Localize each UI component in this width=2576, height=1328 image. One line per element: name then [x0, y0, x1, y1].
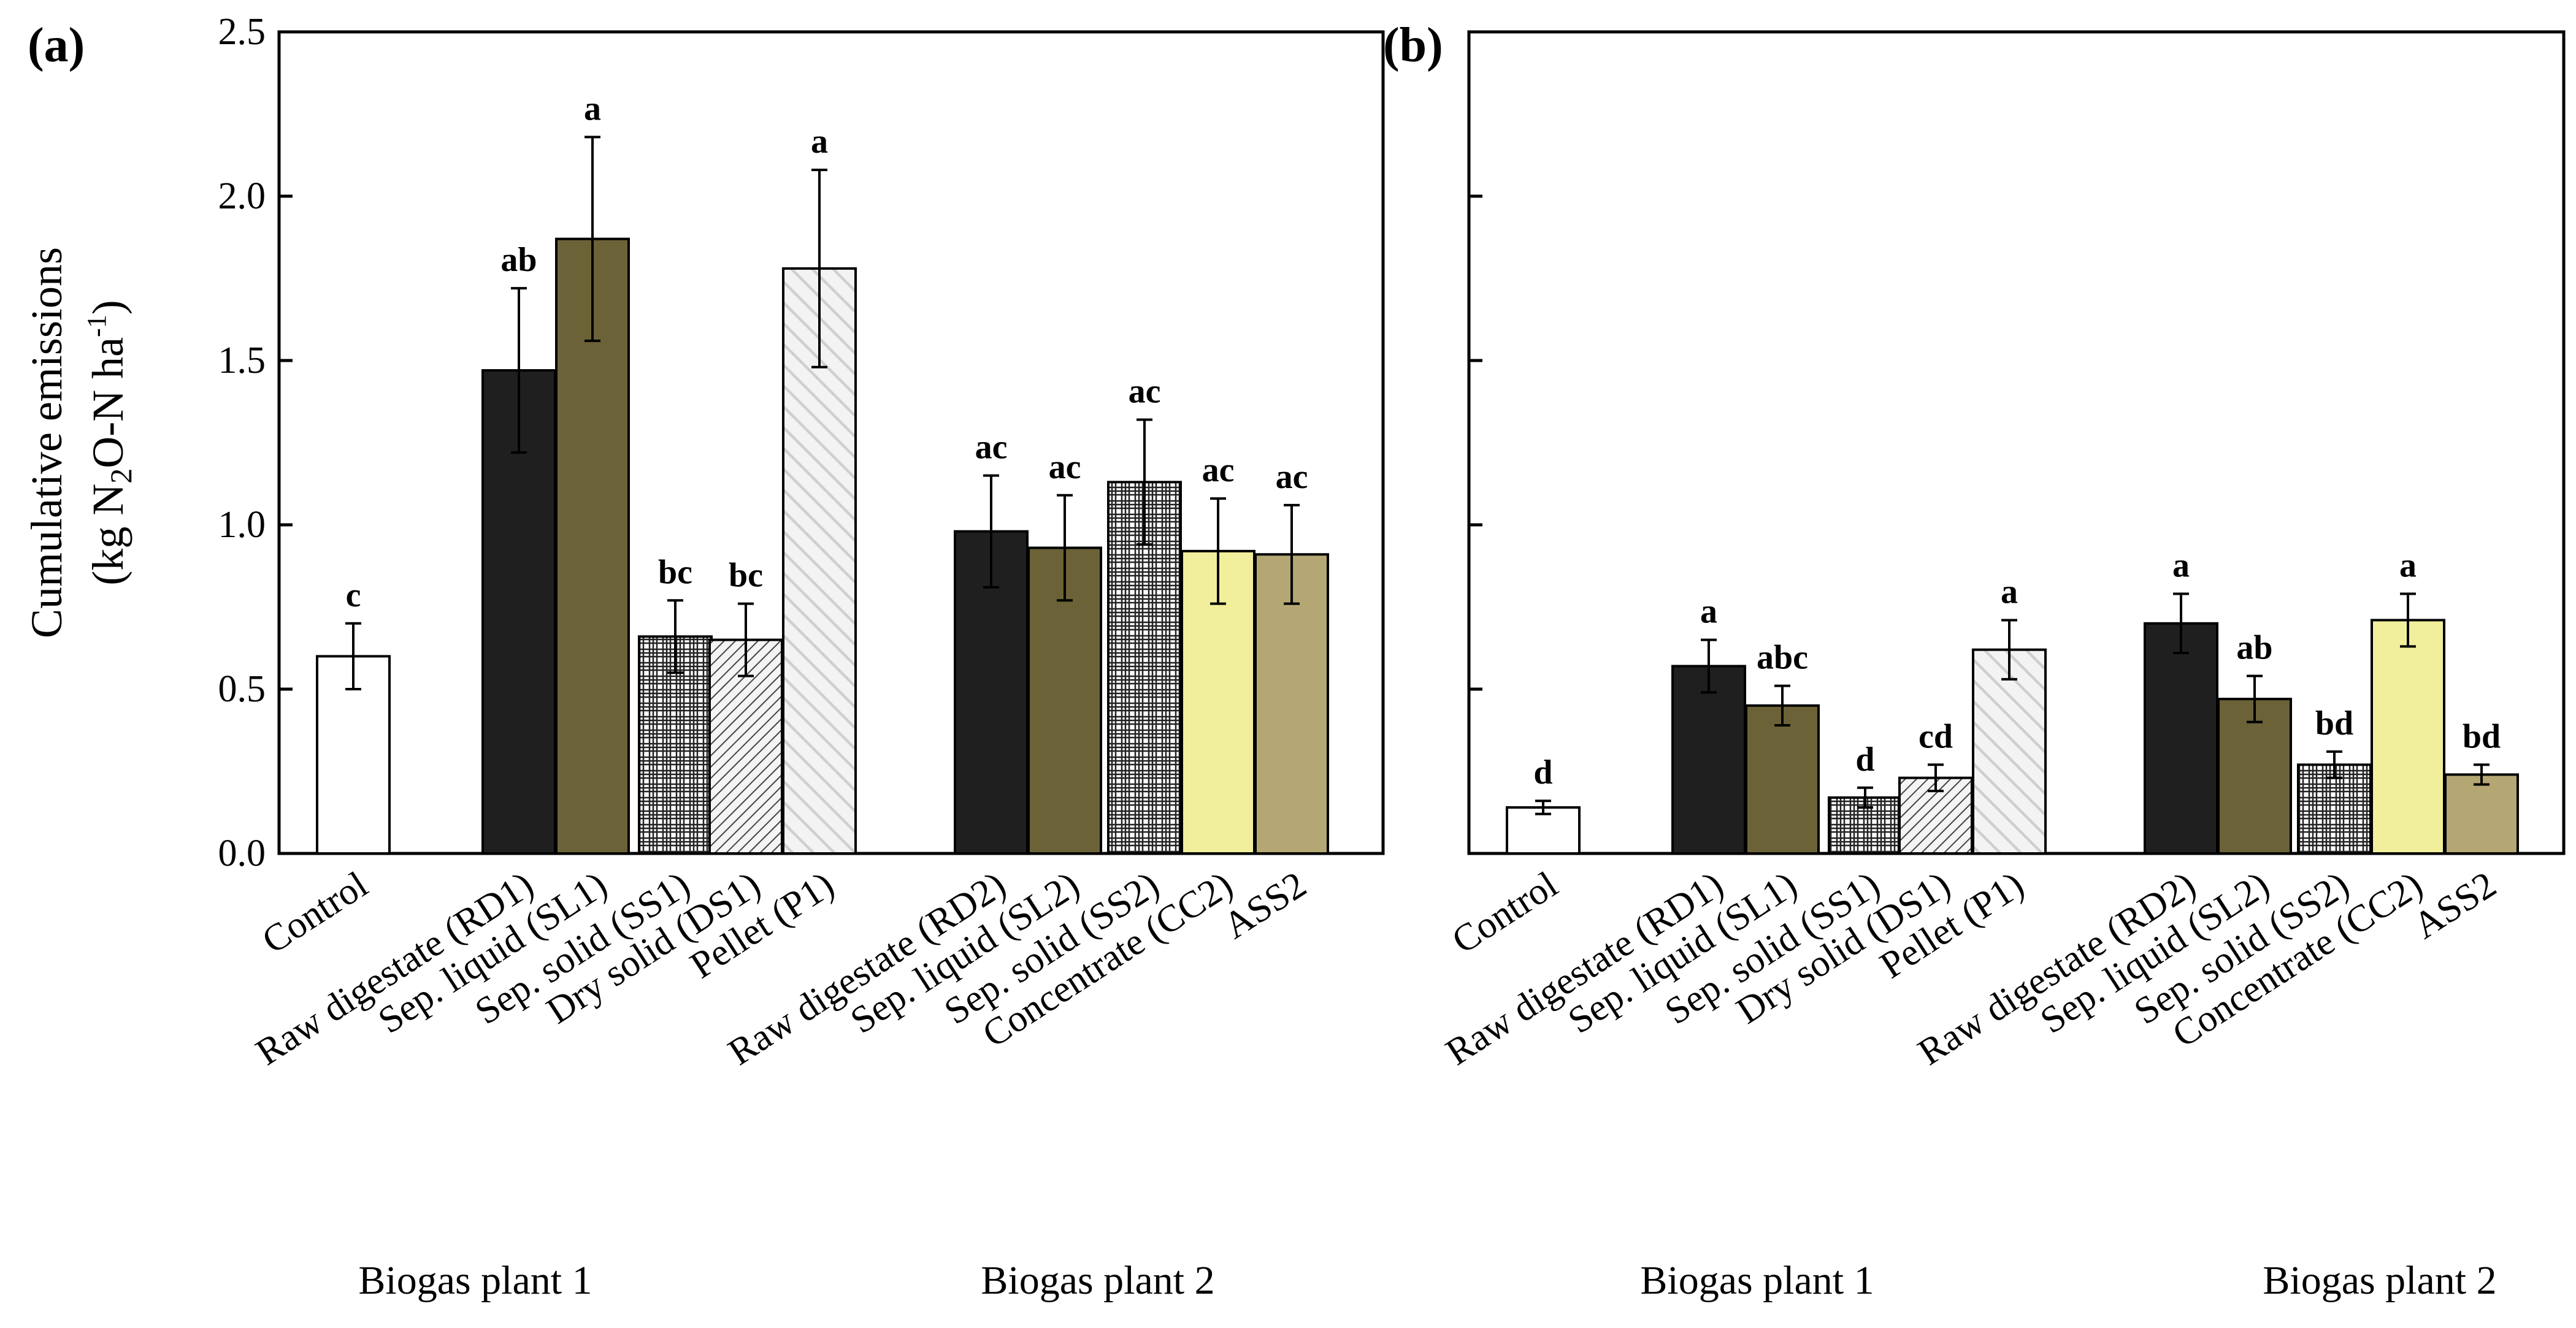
y-axis-unit-a: (kg N2O-N ha-1): [82, 300, 138, 586]
category-label-b-10: ASS2: [2406, 864, 2503, 947]
significance-letter-b-4: cd: [1919, 717, 1953, 755]
y-axis-ticks-a: 0.0 0.5 1.0 1.5 2.0 2.5: [218, 11, 293, 874]
bar-b-8: [2297, 763, 2372, 855]
significance-letter-b-1: a: [1700, 593, 1717, 631]
significance-letter-a-1: ab: [500, 241, 537, 279]
group-label-b2: Biogas plant 2: [2263, 1258, 2496, 1303]
y-axis-title-a: Cumulative emissions: [22, 247, 71, 638]
significance-letter-a-2: a: [584, 90, 601, 128]
y-tick-label-a-3: 1.5: [218, 340, 266, 381]
significance-letter-a-9: ac: [1202, 451, 1235, 489]
panel-a: (a) Cumulative emissions (kg N2O-N ha-1)…: [22, 11, 1385, 1303]
panel-label-a: (a): [28, 18, 85, 72]
significance-letter-a-8: ac: [1129, 372, 1161, 410]
panel-label-b: (b): [1383, 18, 1443, 72]
bars-b: d a abc d cd a a ab bd a bd: [1506, 547, 2519, 855]
significance-letter-b-6: a: [2172, 547, 2190, 585]
y-tick-label-a-2: 1.0: [218, 504, 266, 546]
significance-letter-b-0: d: [1533, 754, 1552, 792]
bar-b-2: [1745, 704, 1820, 855]
y-tick-label-a-5: 2.5: [218, 11, 266, 53]
significance-letter-b-2: abc: [1757, 639, 1808, 677]
bar-b-6: [2144, 622, 2218, 855]
bar-b-10: [2444, 773, 2519, 855]
group-label-a2: Biogas plant 2: [981, 1258, 1214, 1303]
category-label-a-0: Control: [255, 864, 375, 962]
significance-letter-b-3: d: [1855, 741, 1874, 779]
significance-letter-a-6: ac: [975, 429, 1008, 467]
significance-letter-a-3: bc: [658, 553, 692, 591]
significance-letter-b-9: a: [2399, 547, 2417, 585]
significance-letter-a-7: ac: [1049, 448, 1081, 486]
category-label-b-0: Control: [1445, 864, 1565, 962]
significance-letter-b-10: bd: [2463, 717, 2501, 755]
significance-letter-b-7: ab: [2236, 629, 2272, 667]
significance-letter-a-4: bc: [729, 557, 763, 595]
bar-b-9: [2371, 619, 2445, 855]
y-tick-label-a-1: 0.5: [218, 668, 266, 710]
significance-letter-a-5: a: [811, 123, 828, 161]
y-tick-label-a-0: 0.0: [218, 833, 266, 874]
bar-b-5: [1972, 648, 2047, 855]
significance-letter-a-0: c: [346, 576, 361, 614]
y-axis-ticks-b: [1469, 30, 1482, 855]
bars-a: c ab a bc bc a ac ac ac ac ac: [316, 90, 1329, 855]
bar-b-1: [1671, 665, 1746, 855]
group-label-a1: Biogas plant 1: [358, 1258, 592, 1303]
significance-letter-b-8: bd: [2315, 704, 2353, 742]
group-label-b1: Biogas plant 1: [1640, 1258, 1874, 1303]
significance-letter-a-10: ac: [1276, 458, 1308, 496]
y-tick-label-a-4: 2.0: [218, 175, 266, 217]
category-label-a-10: ASS2: [1216, 864, 1313, 947]
significance-letter-b-5: a: [2001, 573, 2018, 611]
